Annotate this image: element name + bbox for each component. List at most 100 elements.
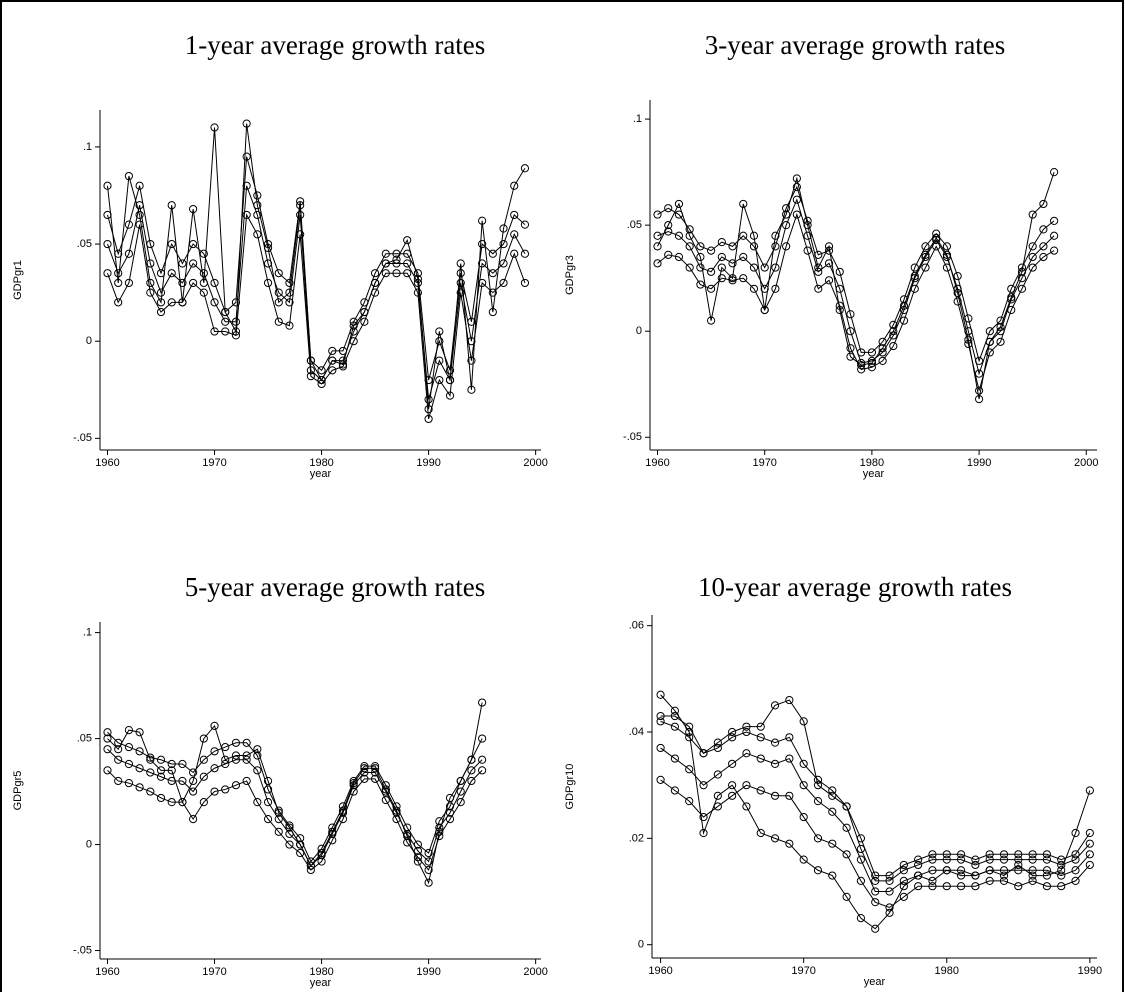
marker <box>467 385 476 394</box>
marker <box>499 278 508 288</box>
x-tick-label: 1970 <box>202 457 226 469</box>
marker <box>785 695 794 705</box>
marker <box>674 199 684 209</box>
marker <box>328 346 337 356</box>
marker <box>1050 216 1059 226</box>
marker <box>824 276 834 285</box>
marker <box>231 781 241 790</box>
marker <box>156 772 166 781</box>
marker <box>749 263 759 272</box>
marker <box>770 738 780 747</box>
marker <box>124 742 134 752</box>
marker <box>317 375 326 385</box>
marker <box>696 263 705 272</box>
marker <box>828 786 837 795</box>
x-tick-label: 1990 <box>1078 965 1102 977</box>
marker <box>285 840 294 849</box>
marker <box>510 249 519 258</box>
marker <box>999 866 1009 875</box>
series-line <box>657 198 1055 376</box>
marker <box>274 806 283 815</box>
marker <box>728 759 737 768</box>
marker <box>231 755 241 764</box>
marker <box>328 836 337 845</box>
marker <box>728 274 737 283</box>
marker <box>1050 168 1059 177</box>
x-tick-label: 1970 <box>791 965 815 977</box>
marker <box>156 288 166 297</box>
marker <box>392 255 401 264</box>
x-tick-label: 1960 <box>95 457 119 469</box>
marker <box>456 269 465 278</box>
x-tick-label: 1990 <box>416 966 440 978</box>
marker <box>824 242 834 251</box>
marker <box>699 749 708 758</box>
marker <box>885 876 894 885</box>
marker <box>317 366 326 375</box>
marker <box>674 231 684 240</box>
marker <box>253 191 262 200</box>
marker <box>306 861 315 870</box>
series-line <box>106 123 526 410</box>
marker <box>846 310 855 319</box>
marker <box>424 848 433 858</box>
y-tick-label: -.05 <box>73 432 92 444</box>
marker <box>274 815 283 824</box>
marker <box>1028 871 1037 880</box>
marker <box>699 828 708 838</box>
marker <box>707 267 716 276</box>
marker <box>814 284 823 293</box>
marker <box>424 865 433 875</box>
marker <box>253 766 262 775</box>
chart-title: 3-year average growth rates <box>705 30 1006 60</box>
marker <box>413 274 423 284</box>
marker <box>956 850 966 859</box>
marker <box>899 882 908 891</box>
marker <box>771 231 780 240</box>
marker <box>445 375 455 385</box>
marker <box>910 284 919 293</box>
marker <box>842 850 851 859</box>
x-tick-label: 1990 <box>967 457 991 469</box>
marker <box>985 337 994 346</box>
marker <box>221 317 230 326</box>
marker <box>942 855 951 864</box>
marker <box>199 798 208 807</box>
marker <box>114 776 123 786</box>
x-axis-label: year <box>864 976 886 988</box>
marker <box>370 762 380 771</box>
marker <box>956 882 966 891</box>
marker <box>928 855 937 864</box>
series <box>103 119 530 414</box>
chart-title: 5-year average growth rates <box>185 572 486 602</box>
x-tick-label: 1970 <box>752 457 776 469</box>
marker <box>520 249 530 258</box>
marker <box>167 798 176 807</box>
marker <box>835 305 844 315</box>
marker <box>178 259 187 268</box>
marker <box>221 755 230 764</box>
marker <box>871 887 880 896</box>
marker <box>953 288 962 298</box>
marker <box>124 278 134 288</box>
marker <box>146 787 155 796</box>
marker <box>424 405 433 414</box>
marker <box>317 857 326 866</box>
marker <box>103 181 112 190</box>
marker <box>135 747 144 756</box>
marker <box>974 394 984 404</box>
marker <box>103 745 112 754</box>
marker <box>685 231 694 240</box>
marker <box>285 321 294 330</box>
marker <box>253 745 262 754</box>
marker <box>814 263 823 272</box>
marker <box>488 269 497 278</box>
marker <box>685 242 694 251</box>
marker <box>403 838 412 847</box>
marker <box>178 776 187 786</box>
marker <box>653 259 662 268</box>
y-tick-label: .05 <box>77 732 92 744</box>
marker <box>799 759 808 768</box>
marker <box>1028 876 1037 885</box>
marker <box>156 766 166 775</box>
